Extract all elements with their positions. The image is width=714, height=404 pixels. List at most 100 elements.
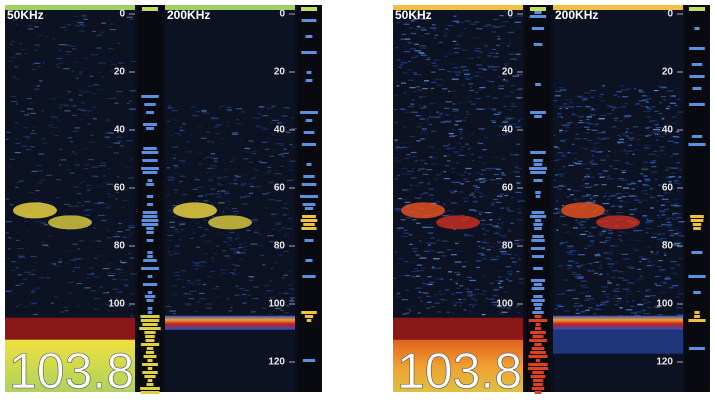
sonar-noise xyxy=(226,312,229,314)
sonar-noise xyxy=(32,68,36,71)
sonar-noise xyxy=(598,255,602,257)
sonar-noise xyxy=(475,179,482,181)
sonar-noise xyxy=(648,260,652,262)
sonar-noise xyxy=(556,314,562,317)
sonar-noise xyxy=(184,292,187,294)
sonar-noise xyxy=(517,312,520,314)
sonar-noise xyxy=(585,291,590,293)
sonar-noise xyxy=(475,186,481,188)
sonar-noise xyxy=(567,268,572,270)
sonar-noise xyxy=(443,171,446,173)
sonar-noise xyxy=(34,62,41,64)
sonar-noise xyxy=(78,94,83,96)
sonar-noise xyxy=(504,64,508,66)
sonar-noise xyxy=(19,121,22,122)
sonar-noise xyxy=(493,109,496,111)
sonar-noise xyxy=(223,169,229,171)
sonar-noise xyxy=(449,150,452,152)
sonar-noise xyxy=(419,45,427,47)
sonar-noise xyxy=(430,152,438,154)
sonar-noise xyxy=(26,230,30,232)
sonar-noise xyxy=(602,289,607,292)
sonar-noise xyxy=(232,159,235,161)
sonar-noise xyxy=(609,165,613,167)
sonar-noise xyxy=(587,270,592,272)
sonar-noise xyxy=(231,133,239,135)
sonar-noise xyxy=(579,284,587,287)
sonar-noise xyxy=(290,298,294,300)
sonar-noise xyxy=(449,278,452,281)
sonar-noise xyxy=(654,133,660,135)
sonar-noise xyxy=(586,176,588,177)
sonar-noise xyxy=(97,255,101,257)
sonar-noise xyxy=(72,130,79,133)
sonar-noise xyxy=(586,269,593,272)
sonar-noise xyxy=(626,293,634,295)
sonar-noise xyxy=(459,305,462,307)
sonar-noise xyxy=(172,204,180,207)
sonar-noise xyxy=(87,201,90,204)
sonar-noise xyxy=(638,100,643,102)
sonar-noise xyxy=(495,66,501,68)
sonar-noise xyxy=(266,313,274,315)
sonar-noise xyxy=(618,231,626,233)
sonar-noise xyxy=(168,251,171,253)
sonar-noise xyxy=(168,105,171,107)
sonar-noise xyxy=(438,111,443,112)
sonar-noise xyxy=(566,251,573,253)
surface-bar xyxy=(165,5,295,10)
sonar-noise xyxy=(483,290,487,292)
sonar-noise xyxy=(604,239,609,242)
sonar-noise xyxy=(202,234,207,236)
sonar-noise xyxy=(28,17,32,19)
sonar-noise xyxy=(443,145,449,147)
sonar-noise xyxy=(401,299,409,301)
sonar-noise xyxy=(504,95,512,97)
sonar-noise xyxy=(98,149,105,151)
sonar-noise xyxy=(456,283,459,285)
sonar-noise xyxy=(496,116,500,118)
sonar-noise xyxy=(602,85,606,87)
sonar-noise xyxy=(400,178,403,180)
sonar-noise xyxy=(223,176,228,178)
a-scope-echo xyxy=(147,307,153,310)
sonar-noise xyxy=(626,301,630,303)
sonar-noise xyxy=(474,75,479,77)
sonar-noise xyxy=(646,301,651,303)
sonar-noise xyxy=(104,129,110,131)
sonar-noise xyxy=(599,304,603,306)
sonar-noise xyxy=(560,153,567,156)
sonar-noise xyxy=(261,141,268,143)
sonar-noise xyxy=(571,113,576,115)
sonar-noise xyxy=(15,138,19,140)
a-scope-echo xyxy=(532,335,544,338)
a-scope-echo xyxy=(301,311,317,314)
sonar-noise xyxy=(396,85,400,87)
a-scope-echo xyxy=(141,223,159,226)
sonar-noise xyxy=(431,156,438,159)
sonar-noise xyxy=(563,185,567,187)
a-scope-echo xyxy=(534,219,542,222)
sonar-noise xyxy=(394,251,397,253)
fish-school xyxy=(13,202,57,219)
sonar-noise xyxy=(479,87,486,89)
sonar-noise xyxy=(14,246,19,247)
sonar-noise xyxy=(93,93,98,95)
sonar-noise xyxy=(421,168,425,170)
sonar-noise xyxy=(411,276,416,278)
a-scope-echo xyxy=(146,239,154,242)
sonar-noise xyxy=(670,260,677,263)
sonar-noise xyxy=(465,143,469,145)
sonar-noise xyxy=(460,174,465,176)
sonar-noise xyxy=(53,263,57,265)
a-scope-echo xyxy=(301,227,317,230)
sonar-noise xyxy=(497,111,502,113)
sonar-noise xyxy=(576,222,582,224)
sonar-noise xyxy=(256,185,261,187)
sonar-noise xyxy=(631,183,636,185)
sonar-noise xyxy=(602,176,610,178)
sonar-noise xyxy=(179,175,186,177)
sonar-noise xyxy=(639,275,643,277)
sonar-noise xyxy=(470,298,475,300)
depth-tick-label: 20 xyxy=(502,67,514,78)
